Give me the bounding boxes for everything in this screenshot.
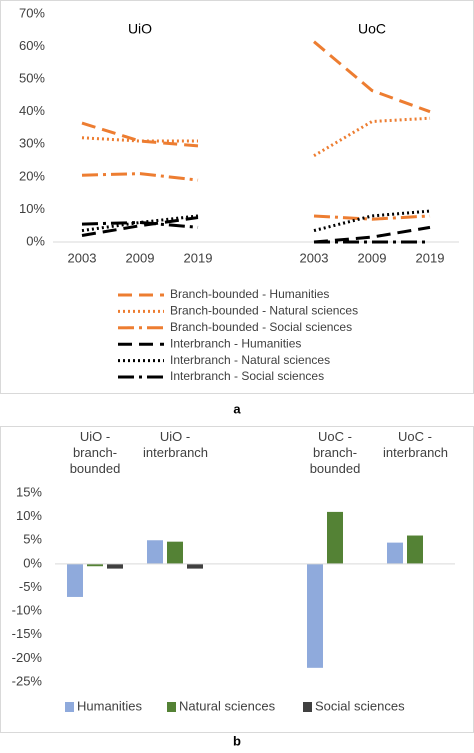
legend-label: Branch-bounded - Humanities — [170, 287, 329, 301]
y-tick-label: 40% — [19, 103, 45, 118]
x-tick-label: UiO - branch-bounded — [69, 429, 121, 476]
bar — [67, 563, 83, 597]
panel-border — [0, 0, 474, 394]
x-tick-label: UoC - interbranch — [383, 429, 449, 460]
y-tick-label: 30% — [19, 136, 45, 151]
y-tick-label: 20% — [19, 168, 45, 183]
legend-swatch — [65, 702, 74, 712]
y-tick-label: -10% — [12, 603, 43, 618]
legend-swatch — [303, 702, 312, 712]
caption: a — [233, 401, 241, 416]
x-tick-label-box: UiO - branch-bounded — [69, 429, 121, 476]
bar — [87, 563, 103, 567]
bar — [407, 535, 423, 564]
x-tick-label: 2009 — [358, 250, 387, 265]
x-tick-label: UiO - interbranch — [143, 429, 209, 460]
y-tick-label: -25% — [12, 673, 43, 688]
x-tick-label-box: UiO - interbranch — [143, 429, 209, 460]
y-tick-label: 0% — [23, 555, 42, 570]
group-label: UoC — [358, 21, 386, 37]
legend-label: Humanities — [77, 698, 143, 713]
legend-label: Natural sciences — [179, 698, 276, 713]
y-tick-label: 70% — [19, 5, 45, 20]
y-tick-label: 50% — [19, 71, 45, 86]
x-tick-label-box: UoC - interbranch — [383, 429, 449, 460]
x-tick-label: 2019 — [184, 250, 213, 265]
series-line — [81, 216, 431, 244]
legend-label: Interbranch - Natural sciences — [170, 353, 330, 367]
y-tick-label: -5% — [19, 579, 43, 594]
legend-label: Interbranch - Humanities — [170, 336, 301, 350]
y-tick-label: 5% — [23, 532, 42, 547]
series-line — [81, 172, 431, 221]
legend-label: Branch-bounded - Social sciences — [170, 320, 352, 334]
bar — [387, 542, 403, 564]
bar — [187, 563, 203, 569]
bar — [327, 511, 343, 564]
series-line — [81, 116, 431, 157]
legend-swatch — [167, 702, 176, 712]
y-tick-label: 15% — [16, 484, 42, 499]
group-label: UiO — [128, 21, 152, 37]
y-tick-label: -20% — [12, 650, 43, 665]
x-tick-label: 2003 — [68, 250, 97, 265]
caption: b — [233, 733, 241, 748]
x-tick-label-box: UoC - branch-bounded — [309, 429, 361, 476]
bar — [107, 563, 123, 569]
y-tick-label: 0% — [26, 233, 45, 248]
legend-label: Branch-bounded - Natural sciences — [170, 304, 358, 318]
y-tick-label: 60% — [19, 38, 45, 53]
y-tick-label: 10% — [19, 201, 45, 216]
y-tick-label: 10% — [16, 508, 42, 523]
bar — [307, 563, 323, 668]
bar — [167, 541, 183, 564]
series-line — [81, 40, 431, 148]
x-tick-label: 2019 — [416, 250, 445, 265]
series-line — [81, 220, 430, 244]
x-tick-label: UoC - branch-bounded — [309, 429, 361, 476]
y-tick-label: -15% — [12, 626, 43, 641]
legend-label: Interbranch - Social sciences — [170, 369, 324, 383]
x-tick-label: 2009 — [126, 250, 155, 265]
legend-label: Social sciences — [315, 698, 405, 713]
bar — [147, 540, 163, 564]
x-tick-label: 2003 — [300, 250, 329, 265]
